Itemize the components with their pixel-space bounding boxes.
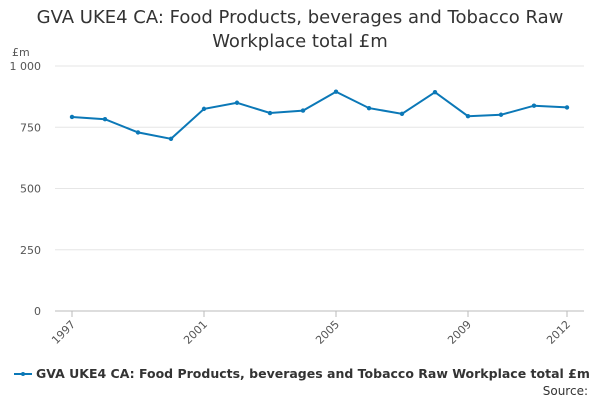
y-tick-label: 0 <box>34 305 41 318</box>
source-label: Source: <box>542 384 588 398</box>
y-tick-label: 750 <box>20 121 41 134</box>
gridlines <box>55 65 584 312</box>
data-point[interactable] <box>234 100 240 105</box>
data-point[interactable] <box>69 114 75 120</box>
series-line <box>71 90 568 140</box>
data-point[interactable] <box>531 103 537 108</box>
y-tick-label: 1 000 <box>10 60 42 73</box>
chart-title-line-2: Workplace total £m <box>212 31 388 52</box>
data-point[interactable] <box>333 89 339 94</box>
data-point[interactable] <box>300 108 306 113</box>
legend[interactable]: GVA UKE4 CA: Food Products, beverages an… <box>14 366 590 381</box>
legend-label: GVA UKE4 CA: Food Products, beverages an… <box>36 366 590 381</box>
y-axis-label: £m <box>12 46 30 59</box>
series-points <box>69 89 570 141</box>
data-point[interactable] <box>399 111 405 116</box>
x-tick-label: 2001 <box>181 318 210 347</box>
data-point[interactable] <box>201 106 207 112</box>
x-tick-label: 2012 <box>544 318 573 347</box>
data-point[interactable] <box>102 116 108 122</box>
x-tick-label: 1997 <box>49 318 78 347</box>
data-point[interactable] <box>564 105 570 110</box>
x-tick-label: 2005 <box>313 318 342 347</box>
data-point[interactable] <box>465 114 471 119</box>
y-axis-ticks: 0 250 500 750 1 000 <box>10 60 42 318</box>
data-point[interactable] <box>135 130 141 135</box>
data-point[interactable] <box>168 136 174 141</box>
data-point[interactable] <box>498 112 504 117</box>
x-axis-ticks: 1997 2001 2005 2009 2012 <box>49 311 573 347</box>
y-tick-label: 250 <box>20 244 41 257</box>
chart-title: GVA UKE4 CA: Food Products, beverages an… <box>20 6 580 54</box>
legend-swatch <box>14 369 32 379</box>
y-tick-label: 500 <box>20 183 41 196</box>
x-tick-label: 2009 <box>445 318 474 347</box>
data-point[interactable] <box>267 110 273 116</box>
data-point[interactable] <box>432 90 438 95</box>
data-point[interactable] <box>366 105 372 111</box>
chart-title-line-1: GVA UKE4 CA: Food Products, beverages an… <box>36 7 564 28</box>
